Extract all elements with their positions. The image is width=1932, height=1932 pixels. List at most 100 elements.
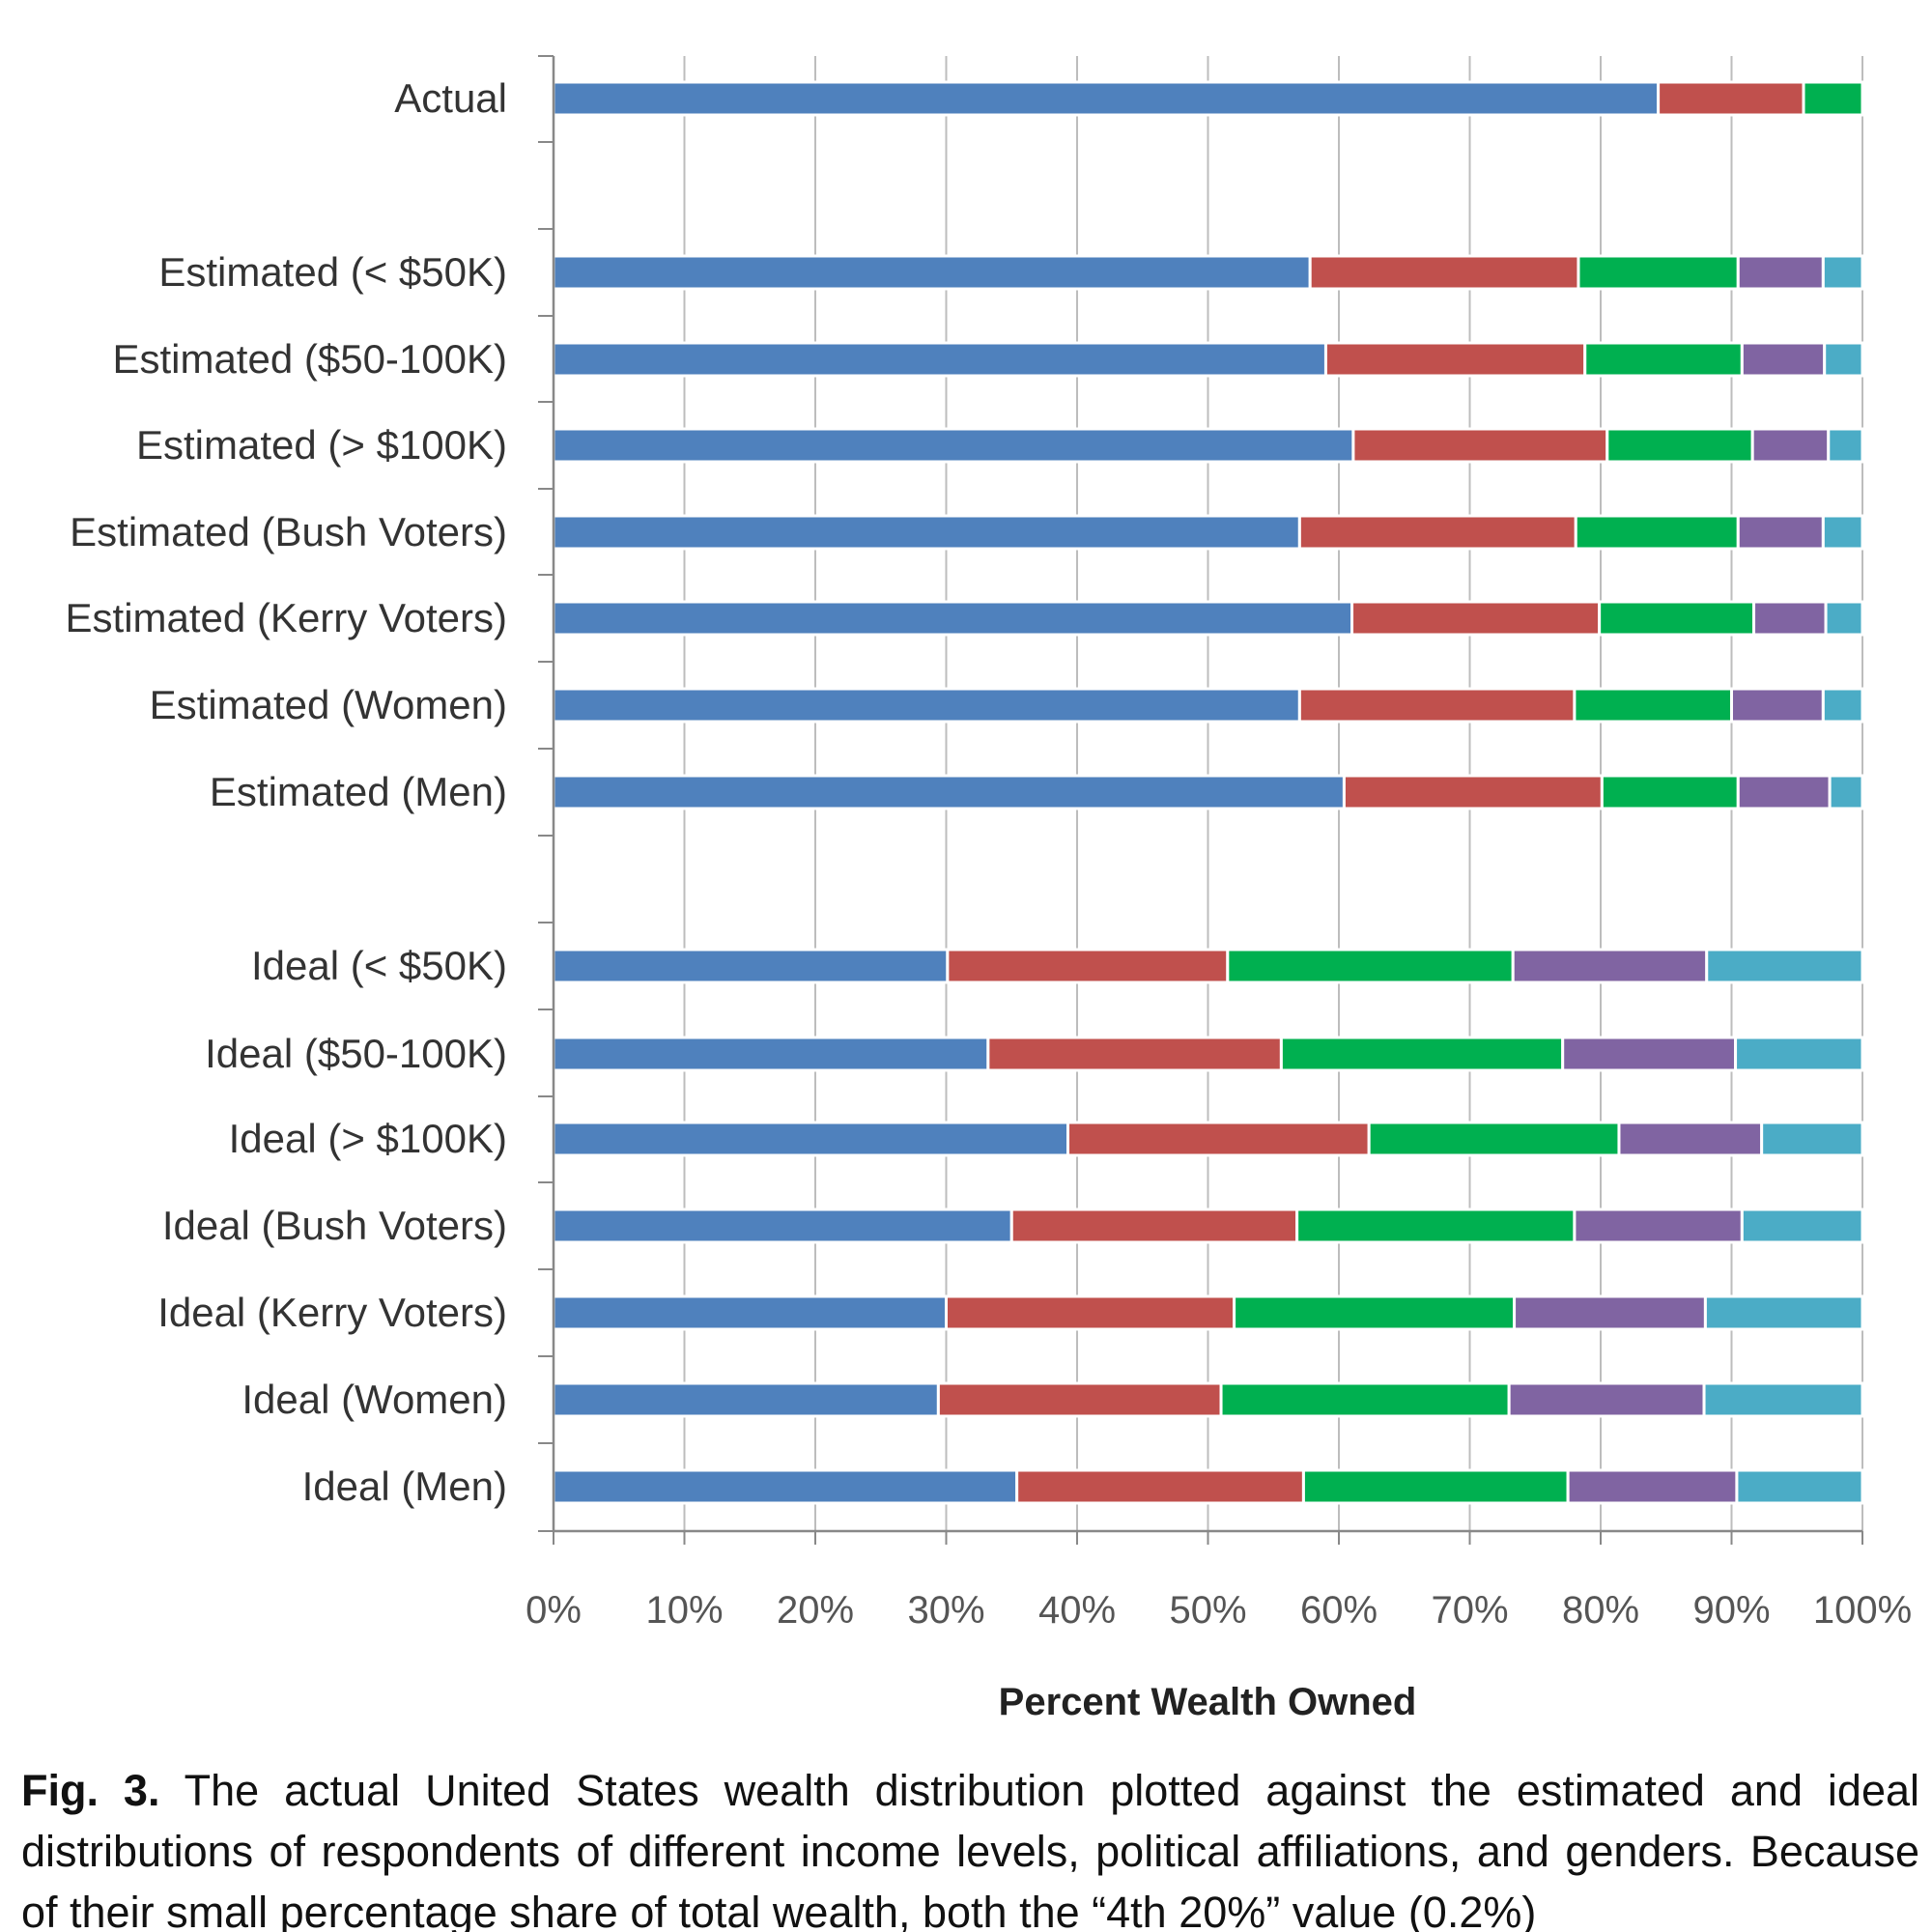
bar-segment: [552, 341, 1327, 378]
category-label: Estimated (> $100K): [136, 422, 507, 468]
bar-segment: [552, 1208, 1013, 1244]
bar-segment: [986, 1036, 1283, 1072]
x-tick-label: 30%: [907, 1589, 984, 1632]
bar-segment: [1573, 687, 1734, 724]
bar-segment: [1734, 1036, 1864, 1072]
bar-segment: [1574, 514, 1740, 551]
x-tick-label: 10%: [645, 1589, 723, 1632]
bar-segment: [1226, 948, 1515, 984]
bar-segment: [1821, 687, 1864, 724]
bar-segment: [552, 774, 1346, 810]
category-label: Ideal ($50-100K): [205, 1031, 507, 1076]
x-tick-label: 40%: [1038, 1589, 1116, 1632]
bar-segment: [1350, 600, 1602, 637]
bar-segment: [1566, 1468, 1739, 1505]
bar-segment: [1367, 1121, 1621, 1157]
bar-segment: [1279, 1036, 1565, 1072]
bar-segment: [552, 1036, 990, 1072]
bar-segment: [1736, 514, 1825, 551]
bar-segment: [1736, 254, 1825, 291]
x-tick-label: 0%: [526, 1589, 582, 1632]
x-tick-label: 100%: [1813, 1589, 1912, 1632]
bar-segment: [1760, 1121, 1864, 1157]
bar-segment: [552, 1381, 940, 1418]
x-tick-label: 20%: [777, 1589, 854, 1632]
x-axis-title: Percent Wealth Owned: [999, 1681, 1417, 1723]
bar-segment: [1740, 341, 1827, 378]
bar-segment: [1301, 1468, 1570, 1505]
bar-segment: [1219, 1381, 1511, 1418]
bar-segment: [1583, 341, 1744, 378]
bar-segment: [936, 1381, 1223, 1418]
axes: [538, 55, 1863, 1545]
bar-segment: [1297, 687, 1577, 724]
bar-segment: [1605, 427, 1754, 464]
bar-segment: [552, 514, 1301, 551]
bar-segment: [552, 948, 950, 984]
category-label: Estimated ($50-100K): [112, 336, 507, 382]
bar-segment: [1730, 687, 1825, 724]
category-label: Actual: [394, 75, 507, 121]
category-label: Ideal (Kerry Voters): [157, 1290, 507, 1335]
category-label: Ideal (> $100K): [229, 1116, 507, 1161]
category-labels: Actual Estimated (< $50K) Estimated ($50-1…: [66, 75, 507, 1509]
bar-segment: [1015, 1468, 1305, 1505]
x-tick-label: 90%: [1692, 1589, 1770, 1632]
bar-segment: [1821, 514, 1864, 551]
bar-segment: [552, 254, 1312, 291]
bar-segment: [1824, 600, 1864, 637]
bar-segment: [1577, 254, 1740, 291]
bar-segment: [1295, 1208, 1577, 1244]
bar-segment: [1617, 1121, 1764, 1157]
bar-segment: [1598, 600, 1756, 637]
category-label: Estimated (Men): [210, 769, 507, 814]
category-label: Estimated (Women): [150, 682, 507, 727]
x-tick-label: 60%: [1300, 1589, 1378, 1632]
category-label: Ideal (Men): [302, 1463, 507, 1509]
bar-segment: [552, 1121, 1070, 1157]
bar-segment: [552, 600, 1354, 637]
bar-segment: [1735, 1468, 1864, 1505]
bar-segment: [552, 427, 1355, 464]
bar-segment: [1511, 948, 1709, 984]
bar-segment: [552, 1468, 1019, 1505]
bar-segment: [1705, 948, 1864, 984]
category-label: Estimated (< $50K): [158, 249, 507, 295]
bar-segment: [1828, 774, 1864, 810]
bar-segment: [1703, 1294, 1864, 1331]
bar-segment: [1823, 341, 1864, 378]
bar-segment: [945, 1294, 1236, 1331]
x-tick-label: 70%: [1431, 1589, 1508, 1632]
bar-segment: [1323, 341, 1587, 378]
bar-segment: [1009, 1208, 1299, 1244]
category-label: Estimated (Bush Voters): [70, 509, 507, 554]
bar-segment: [1297, 514, 1577, 551]
bar-segment: [1233, 1294, 1517, 1331]
bar-segment: [1066, 1121, 1371, 1157]
bar-segment: [946, 948, 1230, 984]
bar-segment: [1802, 80, 1864, 117]
bar-segment: [1561, 1036, 1738, 1072]
figure-label: Fig. 3.: [21, 1766, 160, 1815]
bar-segment: [1573, 1208, 1744, 1244]
bar-segment: [1507, 1381, 1706, 1418]
bar-segment: [552, 80, 1661, 117]
bar-segment: [552, 687, 1301, 724]
bar-segment: [1702, 1381, 1864, 1418]
bar-segment: [1600, 774, 1740, 810]
x-tick-label: 50%: [1169, 1589, 1246, 1632]
bar-segment: [1821, 254, 1864, 291]
category-label: Estimated (Kerry Voters): [66, 595, 507, 640]
figure-caption: Fig. 3. The actual United States wealth …: [21, 1760, 1919, 1932]
x-tick-labels: 0% 10% 20% 30% 40% 50% 60% 70% 80% 90% 100%: [526, 1589, 1912, 1632]
x-tick-label: 80%: [1562, 1589, 1639, 1632]
bar-segment: [1740, 1208, 1864, 1244]
bar-segment: [1752, 600, 1828, 637]
bar-segment: [1750, 427, 1831, 464]
category-label: Ideal (< $50K): [251, 943, 507, 988]
bar-segment: [1657, 80, 1805, 117]
bar-segment: [1351, 427, 1609, 464]
bar-segment: [552, 1294, 948, 1331]
bar-segment: [1827, 427, 1864, 464]
bar-segment: [1513, 1294, 1707, 1331]
